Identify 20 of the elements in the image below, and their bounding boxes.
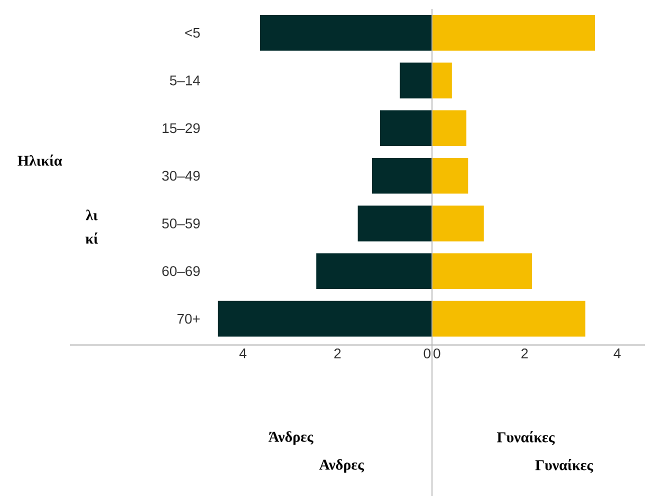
y-tick-label: 30–49 <box>162 170 200 180</box>
y-tick-label: 5–14 <box>170 75 200 86</box>
x-tick-label: 4 <box>614 348 621 358</box>
text: Ανδρες <box>319 458 364 473</box>
annotation: λι <box>86 209 98 220</box>
y-tick-label: 50–59 <box>162 218 200 228</box>
x-tick-label: 2 <box>521 348 528 358</box>
annotation: κί <box>86 232 98 244</box>
y-tick-label: 60–69 <box>162 266 200 276</box>
y-tick-label: 15–29 <box>162 122 200 133</box>
x-axis-title: Γυναίκες <box>497 430 555 445</box>
x-tick-label: 0 <box>434 348 440 358</box>
y-tick-label: 70+ <box>177 314 200 324</box>
x-tick-label: 2 <box>334 348 341 358</box>
x-axis-title: Άνδρες <box>268 431 314 445</box>
y-tick-label: <5 <box>185 28 200 38</box>
text: Γυναίκες <box>535 458 594 473</box>
y-axis-title: Ηλικία <box>18 154 62 166</box>
x-tick-label: 0 <box>424 348 430 358</box>
x-tick-label: 4 <box>239 348 246 358</box>
